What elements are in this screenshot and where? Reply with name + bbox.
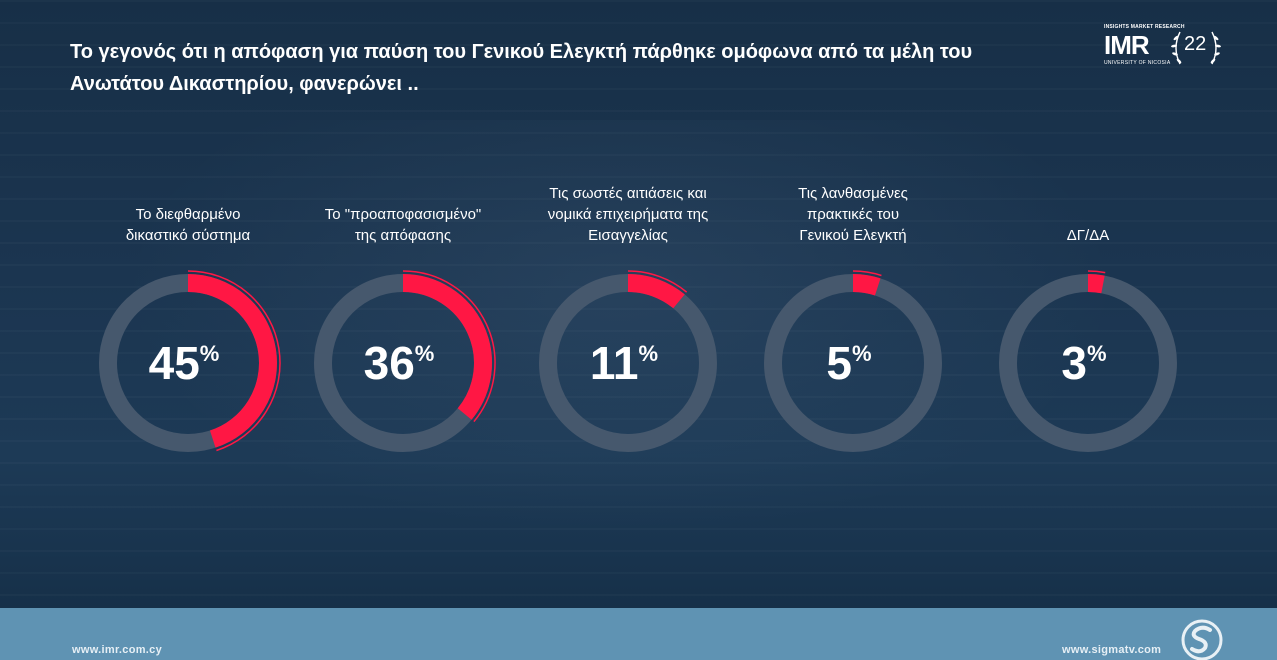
- category-label-1: Το διεφθαρμένο δικαστικό σύστημα: [73, 204, 303, 246]
- donut-4: 5%: [764, 270, 942, 452]
- background-building: [120, 120, 1120, 540]
- logo-university: UNIVERSITY OF NICOSIA: [1104, 60, 1171, 66]
- donut-value-arc-5: [1087, 274, 1105, 294]
- laurel-icon: [1171, 31, 1221, 65]
- category-label-5: ΔΓ/ΔΑ: [973, 225, 1203, 246]
- category-label-line: δικαστικό σύστημα: [125, 227, 251, 244]
- footer-left-url[interactable]: www.imr.com.cy: [72, 644, 162, 656]
- donut-value-label-1: 45%: [149, 337, 220, 389]
- category-label-line: Το διεφθαρμένο: [135, 206, 241, 223]
- percent-sign: %: [200, 341, 220, 366]
- category-label-4: Τις λανθασμένες πρακτικές του Γενικού Ελεγ…: [738, 183, 968, 246]
- category-label-line: πρακτικές του: [806, 206, 900, 223]
- logo-tagline: INSIGHTS MARKET RESEARCH: [1104, 24, 1185, 30]
- donut-value-label-4: 5%: [826, 337, 871, 389]
- donut-value-arc-2: [402, 274, 492, 420]
- category-label-line: Τις σωστές αιτιάσεις και: [549, 185, 707, 202]
- donut-outer-arc-1: [187, 270, 281, 452]
- donut-chart: 45% 36% 11% 5% 3%: [99, 270, 1177, 452]
- category-label-3: Τις σωστές αιτιάσεις και νομικά επιχειρήμ…: [513, 183, 743, 246]
- donut-2: 36%: [314, 270, 496, 452]
- donut-value-label-5: 3%: [1061, 337, 1106, 389]
- donut-value-arc-3: [627, 274, 685, 309]
- percent-sign: %: [1087, 341, 1107, 366]
- donut-outer-arc-4: [852, 270, 882, 277]
- category-label-line: Τις λανθασμένες: [798, 185, 908, 202]
- footer: www.imr.com.cy www.sigmatv.com: [0, 608, 1277, 660]
- background: [0, 0, 1277, 608]
- donut-3: 11%: [539, 270, 717, 452]
- donut-5: 3%: [999, 270, 1177, 452]
- sigma-logo-icon: [1181, 619, 1223, 660]
- category-label-line: Το "προαποφασισμένο": [324, 206, 482, 223]
- donut-outer-arc-5: [1087, 270, 1106, 274]
- footer-right-url[interactable]: www.sigmatv.com: [1062, 644, 1162, 656]
- logo-years: 22: [1184, 33, 1207, 55]
- percent-sign: %: [639, 341, 659, 366]
- logo-name: IMR: [1104, 30, 1150, 60]
- category-label-line: ΔΓ/ΔΑ: [1066, 227, 1110, 244]
- donut-value-arc-4: [852, 274, 881, 296]
- percent-sign: %: [852, 341, 872, 366]
- donut-value-label-2: 36%: [364, 337, 435, 389]
- percent-sign: %: [415, 341, 435, 366]
- imr-logo: INSIGHTS MARKET RESEARCH IMR UNIVERSITY …: [1104, 24, 1228, 70]
- category-label-line: Εισαγγελίας: [588, 227, 668, 244]
- donut-1: 45%: [99, 270, 281, 452]
- donut-outer-arc-3: [627, 270, 688, 293]
- donut-value-arc-1: [187, 274, 277, 448]
- category-label-line: Γενικού Ελεγκτή: [799, 227, 907, 244]
- page-title: Το γεγονός ότι η απόφαση για παύση του Γ…: [70, 41, 973, 95]
- category-label-2: Το "προαποφασισμένο" της απόφασης: [288, 204, 518, 246]
- category-label-line: νομικά επιχειρήματα της: [547, 206, 709, 223]
- category-label-line: της απόφασης: [354, 227, 452, 244]
- donut-outer-arc-2: [402, 270, 496, 423]
- donut-value-label-3: 11%: [590, 337, 658, 389]
